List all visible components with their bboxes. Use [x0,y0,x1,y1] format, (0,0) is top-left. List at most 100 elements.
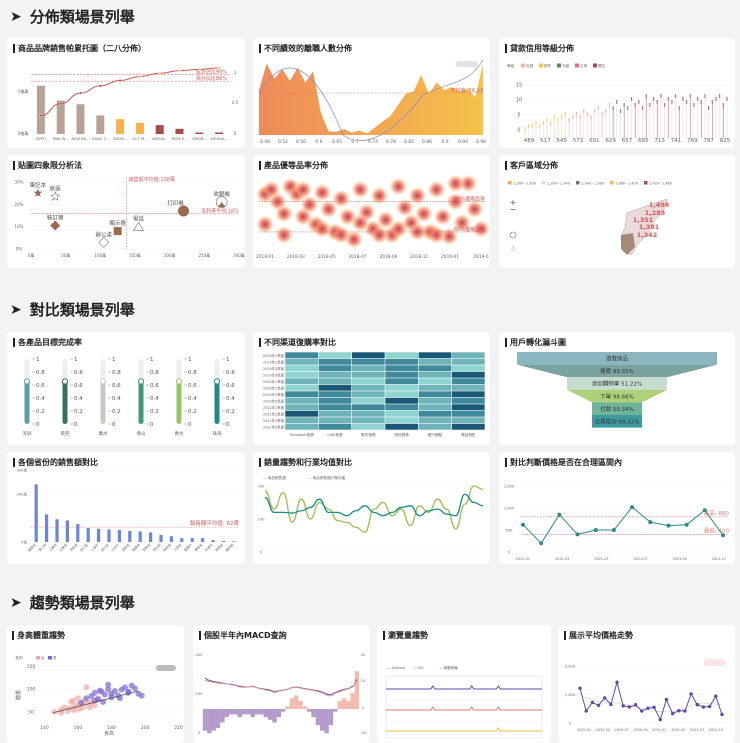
x-tick: 685 [638,138,649,144]
data-point [677,709,681,713]
x-tick: 山東省 [58,542,69,553]
heat-cell [285,404,319,411]
y-tick: 10% [15,224,24,229]
macd-bar [276,709,282,718]
plus-icon[interactable]: + [510,198,517,207]
bar [34,484,38,542]
x-tick: 2021-10 [709,728,723,732]
restore-zoom-button[interactable] [456,61,478,67]
candle-body [572,115,574,119]
data-point [71,707,78,714]
cumulative-point [78,91,82,95]
series-line [386,685,542,690]
quality-point [294,180,313,199]
y2-tick: -10 [360,731,366,735]
section-title-distribution: ➤ 分佈類場景列舉 [10,8,135,26]
data-point [621,704,625,708]
macd-line [204,677,358,696]
map-label: 1,498 [649,201,670,209]
macd-bar [354,671,360,709]
legend-swatch [575,63,579,68]
y-tick: 0 [517,128,520,134]
x-tick: 2019-01 [441,254,459,260]
gauge-label: 佛山 [137,430,146,437]
point-label: 紙張 [50,185,62,193]
bar [65,520,69,542]
y-tick: 2,000 [565,665,576,669]
data-point [627,705,632,709]
macd-bar [280,709,286,712]
heat-cell [318,371,352,378]
card-title: 展示平均價格走勢 [564,631,633,640]
x-tick: 100萬 [95,252,107,258]
data-point [111,688,118,695]
gauge-tick-label: 0.6 [36,383,45,389]
x-tick: 河南省 [68,542,79,553]
data-point [701,705,706,709]
candle-body [528,124,530,128]
chart-svg: 1,260~1,300 1,300~1,340 1,340~1,380 1,380~1… [508,181,672,256]
markline-label: 銷售額平均值:138萬 [129,176,175,183]
heat-cell [385,352,419,359]
legend-swatch [557,63,561,68]
heat-cell [351,358,385,365]
col-label: LINE推廣 [327,432,343,437]
quality-point [370,225,389,244]
heat-cell [385,397,419,404]
minus-icon[interactable]: − [510,205,517,214]
candle-body [634,103,636,107]
hand-icon[interactable]: ☝ [511,244,516,253]
quality-point [472,219,490,238]
quality-point [370,186,389,205]
heat-cell [318,397,352,404]
heat-cell [418,371,452,378]
legend-title: 等級 [507,63,515,68]
candle-body [689,94,691,98]
data-point [69,697,76,704]
heat-cell [451,378,485,385]
x-tick: 741 [671,138,682,144]
restore-zoom-button[interactable] [704,659,726,666]
candle-body [722,103,724,107]
heat-cell [451,397,485,404]
heat-cell [418,404,452,411]
bar [117,530,121,542]
y-tick: 200 [258,485,266,489]
area [259,63,483,135]
bar [128,530,132,542]
restore-zoom-button[interactable] [156,665,176,671]
gauge-tick-label: 0 [188,422,192,428]
heat-cell [418,397,452,404]
x-tick: 福建省 [131,542,142,553]
x-tick: 160 [74,725,83,731]
legend-swatch [36,656,40,660]
cumulative-point [138,75,142,79]
heat-cell [351,352,385,359]
x-tick: 2020-10 [633,728,647,732]
data-point [86,704,93,711]
data-point [101,691,108,698]
chart-svg: 0% 10% 20% 30% 0萬 50萬 100萬 150萬 200萬 250萬 300萬 銷售額平… [15,176,245,258]
x-tick: 2018-01 [256,254,274,260]
arrow-icon: ➤ [10,8,22,25]
reset-icon[interactable] [509,231,517,239]
row-label: 2019年1季度 [263,353,285,358]
heat-cell [318,384,352,391]
legend-item: 1,380~1,420 [615,181,638,185]
data-point [596,703,601,708]
card-salestrend: 銷量趨勢和行業均值對比 — 商品銷售額 — 商品銷售額行業均值 0 100 200 [253,452,490,564]
data-point [683,709,687,713]
gauge-tick-label: 0.8 [36,370,45,376]
data-point [720,712,724,717]
map-region [621,233,635,255]
quality-point [427,180,446,199]
x-tick: 2021-01 [652,728,666,732]
heat-cell [351,423,385,430]
y-tick: 0 [260,551,263,555]
series-line [386,727,542,732]
heat-cell [451,410,485,417]
row-label: 2021年3季度 [263,418,285,423]
row-label: 2019年4季度 [263,372,285,377]
macd-bar [324,709,329,734]
